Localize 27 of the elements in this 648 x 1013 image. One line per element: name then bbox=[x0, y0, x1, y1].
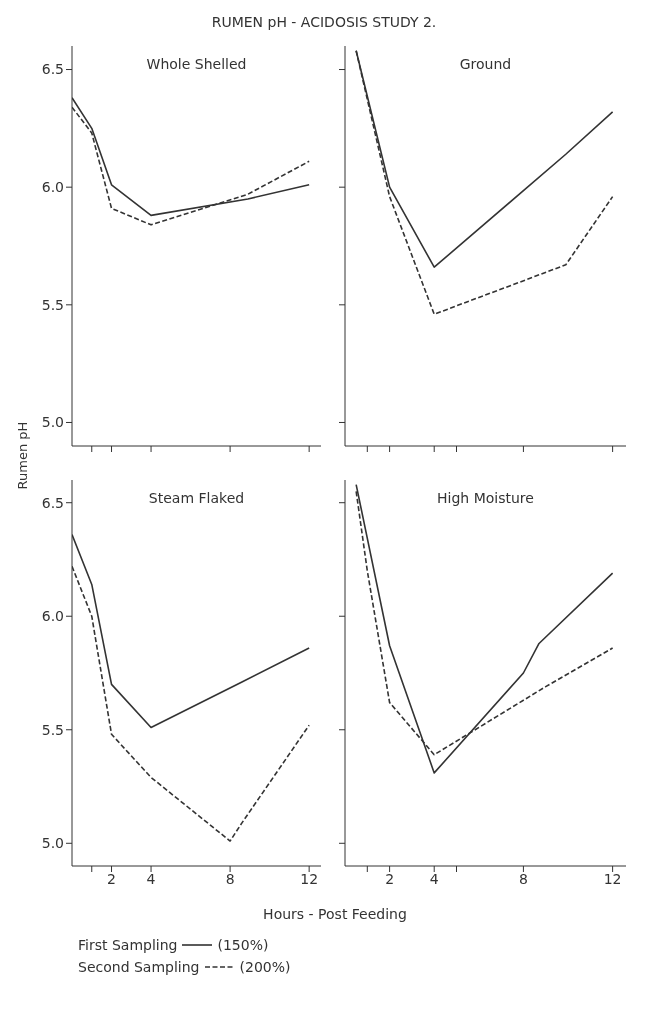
text: High Moisture bbox=[436, 490, 535, 506]
text: (200%) bbox=[239, 959, 291, 975]
x-tick-label: 2 bbox=[107, 870, 116, 887]
y-tick-label: 5.5 bbox=[41, 721, 64, 738]
x-tick-label: 2 bbox=[385, 870, 395, 887]
y-tick-label: 5.0 bbox=[41, 835, 64, 852]
y-tick-label: 6.5 bbox=[41, 61, 64, 78]
legend-label: First Sampling bbox=[78, 937, 178, 953]
x-tick-label: 8 bbox=[518, 870, 528, 887]
text: Steam Flaked bbox=[147, 490, 246, 506]
y-tick-label: 5.0 bbox=[41, 414, 64, 431]
text: RUMEN pH - ACIDOSIS STUDY 2. bbox=[210, 14, 438, 30]
x-axis-title: Hours - Post Feeding bbox=[262, 906, 408, 922]
x-tick-label: 8 bbox=[225, 870, 235, 887]
x-tick-label: 4 bbox=[429, 870, 439, 887]
y-tick-label: 6.5 bbox=[41, 494, 64, 511]
x-tick-label: 12 bbox=[300, 870, 319, 887]
legend-label: Second Sampling bbox=[78, 959, 200, 975]
y-tick-label: 5.5 bbox=[41, 296, 64, 313]
text: (150%) bbox=[217, 937, 269, 953]
x-tick-label: 12 bbox=[603, 870, 622, 887]
text: Whole Shelled bbox=[145, 56, 248, 72]
text: Ground bbox=[458, 56, 513, 72]
x-tick-label: 4 bbox=[146, 870, 156, 887]
y-axis-title: Rumen pH bbox=[14, 420, 30, 492]
y-tick-label: 6.0 bbox=[41, 608, 64, 625]
y-tick-label: 6.0 bbox=[41, 179, 64, 196]
